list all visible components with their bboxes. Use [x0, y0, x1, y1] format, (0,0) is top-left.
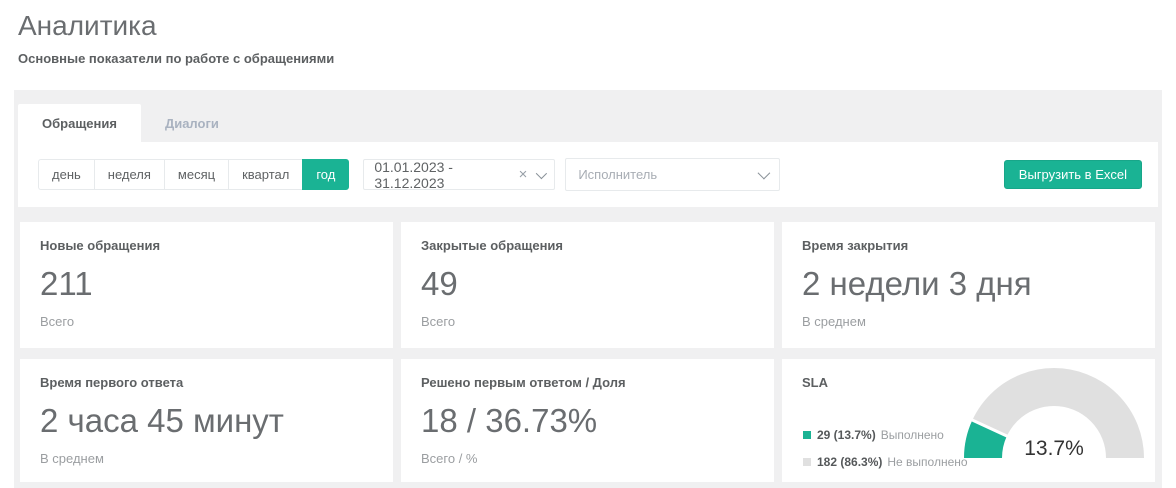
tab-bar: Обращения Диалоги — [18, 104, 243, 142]
period-button-group: день неделя месяц квартал год — [38, 159, 350, 190]
date-range-icons: × — [518, 166, 548, 183]
date-range-input[interactable]: 01.01.2023 - 31.12.2023 × — [363, 158, 556, 191]
assignee-placeholder: Исполнитель — [578, 167, 658, 182]
legend-label: Выполнено — [880, 428, 944, 442]
period-day-button[interactable]: день — [38, 159, 94, 190]
card-title: Решено первым ответом / Доля — [421, 375, 626, 390]
tab-requests-label: Обращения — [42, 115, 117, 131]
card-value: 2 часа 45 минут — [40, 402, 284, 439]
card-first-response-time: Время первого ответа 2 часа 45 минут В с… — [20, 359, 393, 482]
period-month-button[interactable]: месяц — [163, 159, 229, 190]
card-caption: Всего — [40, 314, 75, 329]
legend-count: 182 (86.3%) — [817, 455, 883, 469]
legend-item-done: 29 (13.7%) Выполнено — [803, 428, 968, 442]
card-closed-requests: Закрытые обращения 49 Всего — [401, 222, 774, 348]
gauge-percentage-label: 13.7% — [1024, 437, 1084, 459]
card-caption: В среднем — [802, 314, 866, 329]
gauge-track-arc — [964, 368, 1144, 459]
page-header: Аналитика Основные показатели по работе … — [18, 10, 334, 66]
clear-icon[interactable]: × — [518, 166, 528, 183]
tab-dialogs-label: Диалоги — [164, 115, 219, 131]
legend-swatch-done — [803, 431, 811, 439]
sla-gauge-svg: 13.7% — [964, 368, 1144, 460]
page-subtitle: Основные показатели по работе с обращени… — [18, 51, 335, 66]
card-value: 211 — [40, 265, 93, 302]
date-range-value: 01.01.2023 - 31.12.2023 — [374, 158, 453, 191]
card-title: Закрытые обращения — [421, 238, 564, 253]
period-week-button[interactable]: неделя — [93, 159, 164, 190]
legend-item-not-done: 182 (86.3%) Не выполнено — [803, 455, 968, 469]
card-title: Время закрытия — [802, 238, 909, 253]
tab-requests[interactable]: Обращения — [18, 104, 141, 142]
chevron-down-icon — [757, 166, 771, 180]
sla-legend: 29 (13.7%) Выполнено 182 (86.3%) Не выпо… — [803, 428, 968, 482]
assignee-select[interactable]: Исполнитель — [565, 158, 781, 191]
card-closing-time: Время закрытия 2 недели 3 дня В среднем — [782, 222, 1155, 348]
card-value: 2 недели 3 дня — [802, 265, 1032, 302]
period-year-button[interactable]: год — [302, 159, 350, 190]
card-caption: В среднем — [40, 451, 104, 466]
period-quarter-button[interactable]: квартал — [228, 159, 303, 190]
chevron-down-icon[interactable] — [536, 167, 548, 179]
tab-dialogs[interactable]: Диалоги — [141, 104, 243, 142]
card-caption: Всего / % — [421, 451, 478, 466]
gauge-segment-divider — [969, 417, 1010, 439]
card-solved-first-response: Решено первым ответом / Доля 18 / 36.73%… — [401, 359, 774, 482]
export-excel-button[interactable]: Выгрузить в Excel — [1003, 160, 1142, 189]
card-sla: SLA 29 (13.7%) Выполнено 182 (86.3%) Не … — [782, 359, 1155, 482]
legend-label: Не выполнено — [887, 455, 968, 469]
legend-count: 29 (13.7%) — [817, 428, 876, 442]
card-value: 49 — [421, 265, 458, 302]
card-title: Новые обращения — [40, 238, 161, 253]
card-caption: Всего — [421, 314, 456, 329]
page-title: Аналитика — [18, 10, 157, 41]
card-value: 18 / 36.73% — [421, 402, 598, 439]
card-title: Время первого ответа — [40, 375, 184, 390]
card-new-requests: Новые обращения 211 Всего — [20, 222, 393, 348]
metric-cards-grid: Новые обращения 211 Всего Закрытые обращ… — [20, 222, 1155, 482]
filter-toolbar: день неделя месяц квартал год 01.01.2023… — [18, 142, 1158, 207]
sla-gauge-chart: 13.7% — [959, 363, 1149, 460]
legend-swatch-not-done — [803, 458, 811, 466]
card-title: SLA — [802, 375, 828, 390]
analytics-panel: Обращения Диалоги день неделя месяц квар… — [14, 90, 1162, 488]
